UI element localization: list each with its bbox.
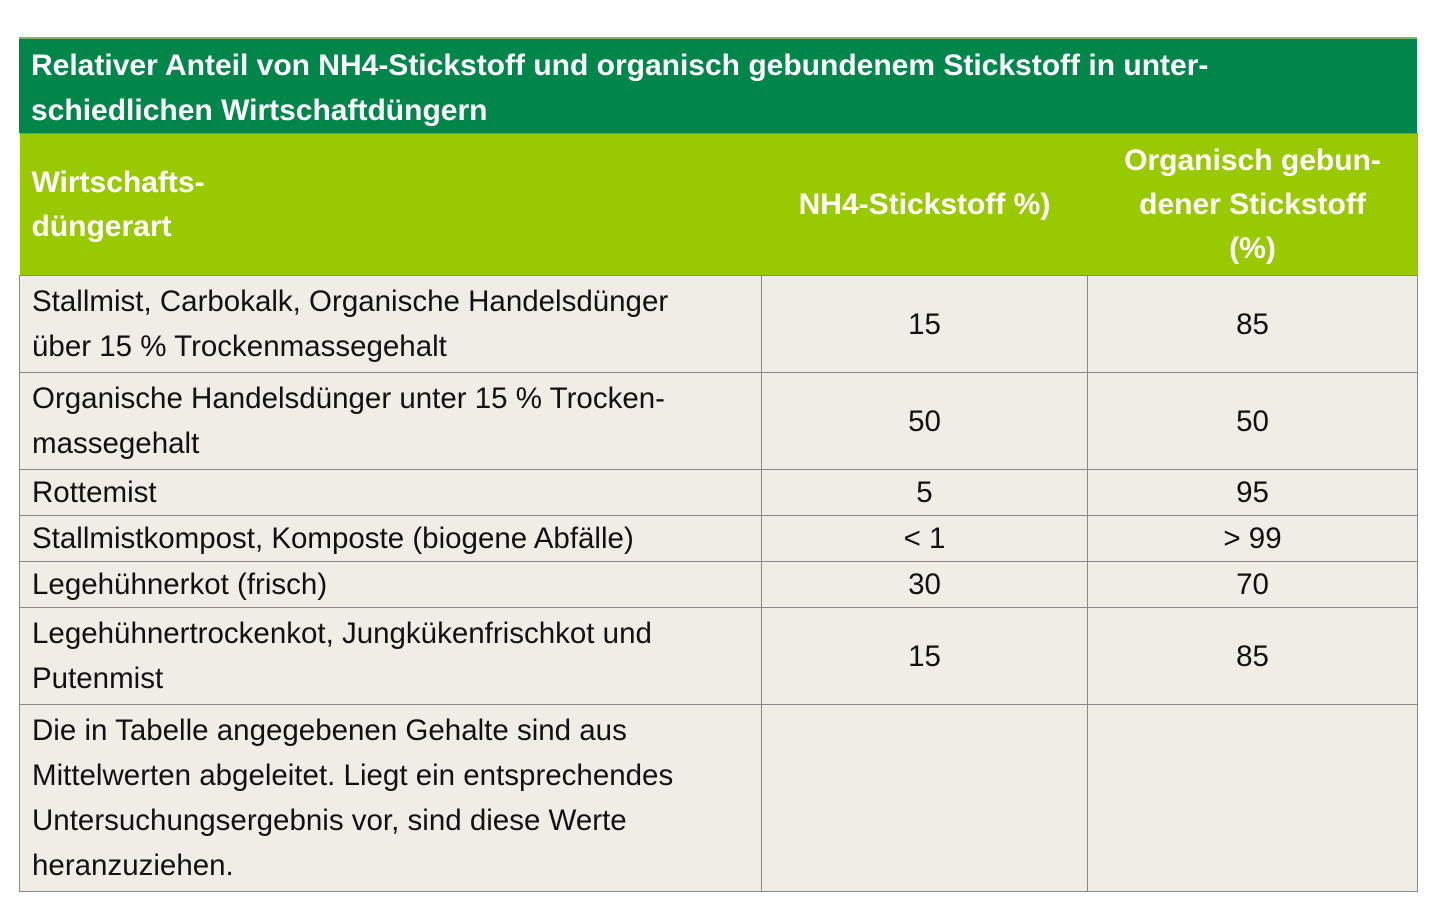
cell-nh4 [761, 704, 1088, 892]
cell-organic [1087, 704, 1418, 892]
table-row: Stallmist, Carbokalk, Organische Handels… [19, 275, 1418, 373]
cell-type: Stallmistkompost, Komposte (biogene Abfä… [19, 515, 762, 562]
fertilizer-nitrogen-table: Relativer Anteil von NH4-Stickstoff und … [19, 37, 1418, 892]
table-title: Relativer Anteil von NH4-Stickstoff und … [19, 37, 1417, 133]
cell-organic: 70 [1087, 561, 1418, 608]
cell-nh4: 5 [761, 469, 1088, 516]
cell-nh4: < 1 [761, 515, 1088, 562]
table-row-footnote: Die in Tabelle angegebenen Gehalte sind … [19, 704, 1418, 892]
cell-nh4: 50 [761, 372, 1088, 470]
cell-nh4: 15 [761, 275, 1088, 373]
cell-type: Rottemist [19, 469, 762, 516]
table-row: Organische Handelsdünger unter 15 % Troc… [19, 372, 1418, 470]
header-row: Wirtschafts- düngerart NH4-Stickstoff %)… [19, 133, 1418, 276]
cell-nh4: 15 [761, 607, 1088, 705]
cell-organic: > 99 [1087, 515, 1418, 562]
table-row: Legehühnerkot (frisch) 30 70 [19, 561, 1418, 608]
cell-organic: 50 [1087, 372, 1418, 470]
table-row: Stallmistkompost, Komposte (biogene Abfä… [19, 515, 1418, 562]
cell-type: Legehühnerkot (frisch) [19, 561, 762, 608]
header-nh4-nitrogen: NH4-Stickstoff %) [761, 133, 1088, 276]
cell-type: Legehühnertrockenkot, Jungkükenfrischkot… [19, 607, 762, 705]
header-organic-nitrogen: Organisch gebun- dener Stickstoff (%) [1087, 133, 1418, 276]
cell-organic: 85 [1087, 275, 1418, 373]
cell-organic: 95 [1087, 469, 1418, 516]
cell-organic: 85 [1087, 607, 1418, 705]
cell-footnote: Die in Tabelle angegebenen Gehalte sind … [19, 704, 762, 892]
cell-type: Stallmist, Carbokalk, Organische Handels… [19, 275, 762, 373]
header-fertilizer-type: Wirtschafts- düngerart [19, 133, 762, 276]
table-row: Rottemist 5 95 [19, 469, 1418, 516]
cell-type: Organische Handelsdünger unter 15 % Troc… [19, 372, 762, 470]
cell-nh4: 30 [761, 561, 1088, 608]
table-row: Legehühnertrockenkot, Jungkükenfrischkot… [19, 607, 1418, 705]
data-table: Wirtschafts- düngerart NH4-Stickstoff %)… [19, 133, 1418, 892]
